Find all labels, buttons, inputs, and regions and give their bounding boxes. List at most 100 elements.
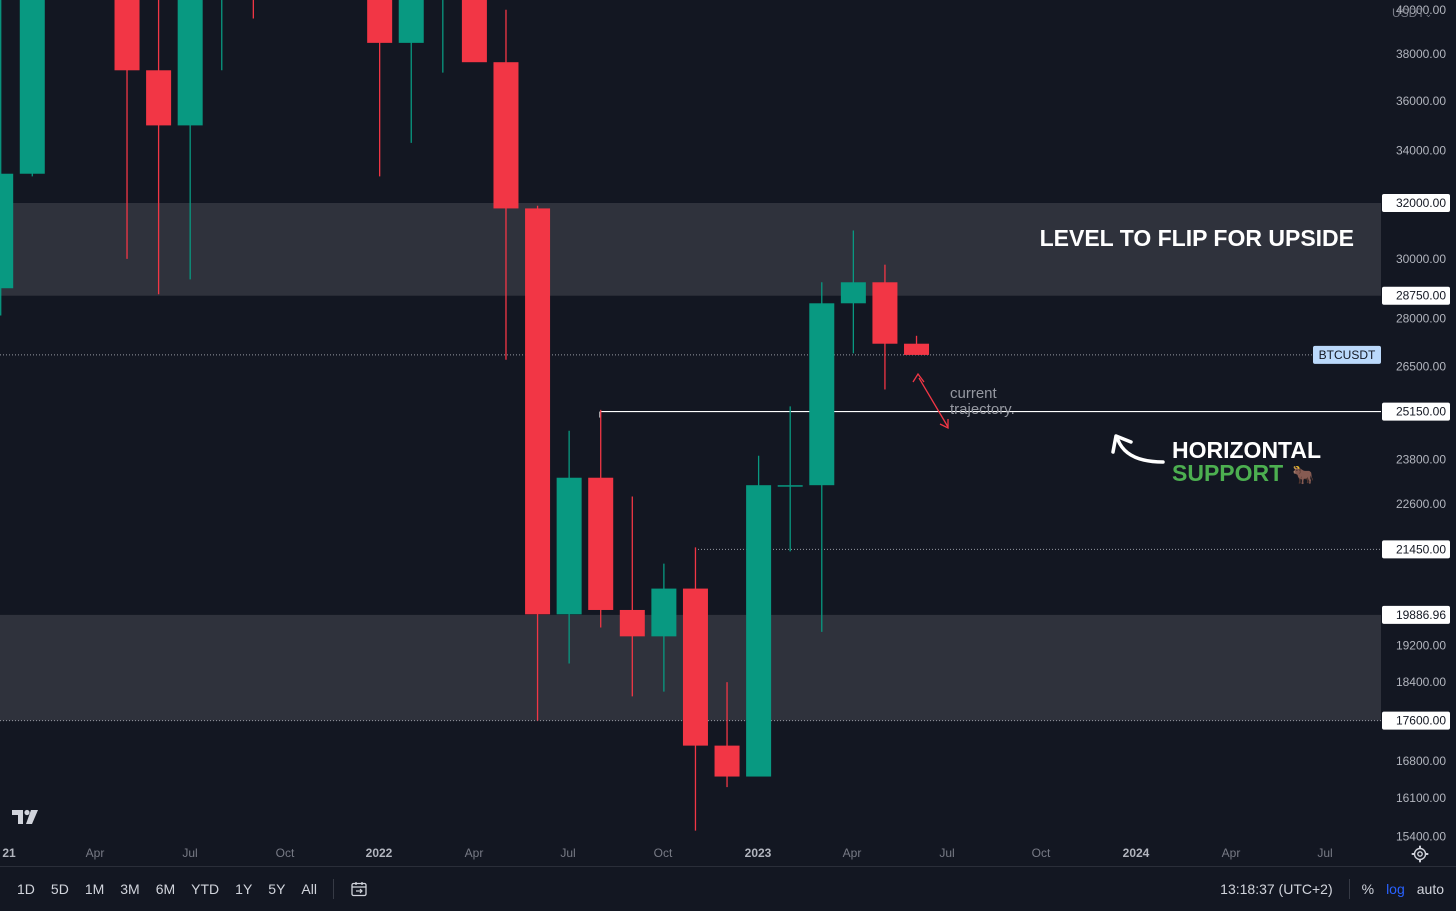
price-tick-label: 23800.00 [1396, 452, 1446, 466]
candle-body [525, 208, 551, 615]
candle [442, 0, 444, 73]
time-tick-label: 2022 [366, 846, 393, 860]
currency-label: USDT [1392, 6, 1425, 20]
symbol-label-bg [1313, 345, 1381, 364]
price-tick-label: 34000.00 [1396, 143, 1446, 157]
time-tick-label: Oct [1032, 846, 1051, 860]
price-label-text: 25150.00 [1396, 405, 1446, 419]
time-tick-label: 2023 [745, 846, 772, 860]
candles-layer [0, 0, 930, 831]
symbol-label-box: BTCUSDT [1313, 345, 1381, 364]
annotations-layer: LEVEL TO FLIP FOR UPSIDE HORIZONTALSUPPOR… [912, 225, 1354, 486]
support-annotation: SUPPORT [1172, 460, 1283, 486]
symbol-label-text: BTCUSDT [1319, 348, 1376, 362]
clock-readout[interactable]: 13:18:37 (UTC+2) [1220, 881, 1333, 897]
candle [252, 0, 254, 19]
range-1d-button[interactable]: 1D [17, 880, 35, 897]
percent-scale-toggle[interactable]: % [1361, 881, 1375, 897]
candle [588, 409, 614, 628]
candle [493, 9, 519, 360]
range-ytd-button[interactable]: YTD [191, 880, 220, 897]
price-tick-label: 26500.00 [1396, 359, 1446, 373]
toolbar-divider [332, 878, 334, 899]
price-label-bg [1382, 402, 1450, 421]
candle [398, 0, 424, 143]
candle [556, 430, 582, 664]
candle-body [556, 477, 582, 615]
price-label-bg [1382, 286, 1450, 305]
candle-body [840, 282, 866, 304]
candle-body [619, 609, 645, 637]
range-1m-button[interactable]: 1M [84, 880, 105, 897]
candle [714, 682, 740, 788]
candle-body [367, 0, 393, 43]
price-label-box: 17600.00 [1382, 711, 1450, 730]
candle [525, 205, 551, 721]
price-label-box: 25150.00 [1382, 402, 1450, 421]
candle [746, 455, 772, 777]
range-3m-button[interactable]: 3M [120, 880, 140, 897]
trajectory-annotation-line1: current [950, 385, 998, 402]
time-axis: 21 Apr Jul Oct 2022 Apr Jul Oct 2023 Apr Jul Oct 202… [2, 846, 1332, 860]
bottom-toolbar: 1D 5D 1M 3M 6M YTD 1Y 5Y All 13:18:37 (U… [0, 866, 1456, 910]
candle [872, 264, 898, 390]
range-1y-button[interactable]: 1Y [235, 880, 253, 897]
candle-body [493, 62, 519, 209]
candle [682, 547, 708, 831]
candle [840, 230, 866, 354]
range-5d-button[interactable]: 5D [50, 880, 69, 897]
candle-body [19, 0, 45, 174]
price-label-text: 32000.00 [1396, 196, 1446, 210]
price-chart[interactable]: LEVEL TO FLIP FOR UPSIDE HORIZONTALSUPPOR… [0, 0, 1456, 866]
candle [114, 0, 140, 259]
price-axis: 42000.0040000.0038000.0036000.0034000.00… [1313, 3, 1450, 843]
candle [777, 406, 803, 552]
range-6m-button[interactable]: 6M [155, 880, 176, 897]
range-5y-button[interactable]: 5Y [268, 880, 286, 897]
chevron-down-icon: ⌄ [1424, 9, 1433, 19]
candle [0, 0, 14, 316]
candle-body [114, 0, 140, 71]
candle-body [461, 0, 487, 63]
price-tick-label: 18400.00 [1396, 675, 1446, 689]
price-tick-label: 22600.00 [1396, 497, 1446, 511]
time-tick-label: Apr [86, 846, 105, 860]
price-label-bg [1382, 540, 1450, 559]
candle-body [872, 282, 898, 344]
auto-scale-toggle[interactable]: auto [1416, 881, 1444, 897]
time-tick-label: Oct [654, 846, 673, 860]
candle [177, 0, 203, 280]
candle-body [177, 0, 203, 126]
price-label-box: 21450.00 [1382, 540, 1450, 559]
candle [367, 0, 393, 177]
price-label-text: 19886.96 [1396, 608, 1446, 622]
price-label-box: 28750.00 [1382, 286, 1450, 305]
price-tick-label: 15400.00 [1396, 829, 1446, 843]
time-tick-label: Apr [843, 846, 862, 860]
time-tick-label: Oct [276, 846, 295, 860]
time-tick-label: 2024 [1123, 846, 1150, 860]
candle [619, 496, 645, 697]
candle [904, 335, 930, 355]
time-tick-label: Jul [560, 846, 575, 860]
candle [809, 282, 835, 632]
price-tick-label: 19200.00 [1396, 638, 1446, 652]
arrow-head-icon [1111, 434, 1133, 454]
time-tick-label: Apr [1222, 846, 1241, 860]
candle-body [588, 477, 614, 610]
currency-selector[interactable]: USDT⌄ [1392, 6, 1432, 20]
price-tick-label: 16100.00 [1396, 791, 1446, 805]
range-all-button[interactable]: All [301, 880, 317, 897]
time-tick-label: 21 [2, 846, 16, 860]
gear-icon[interactable] [1411, 845, 1429, 863]
candle-body [809, 303, 835, 486]
calendar-goto-icon[interactable] [350, 880, 368, 898]
log-scale-toggle[interactable]: log [1386, 881, 1405, 897]
price-tick-label: 38000.00 [1396, 47, 1446, 61]
price-tick-label: 36000.00 [1396, 94, 1446, 108]
candle [19, 0, 45, 177]
price-tick-label: 30000.00 [1396, 252, 1446, 266]
trajectory-arrow-tail [912, 372, 925, 383]
price-label-bg [1382, 193, 1450, 212]
price-tick-label: 28000.00 [1396, 312, 1446, 326]
